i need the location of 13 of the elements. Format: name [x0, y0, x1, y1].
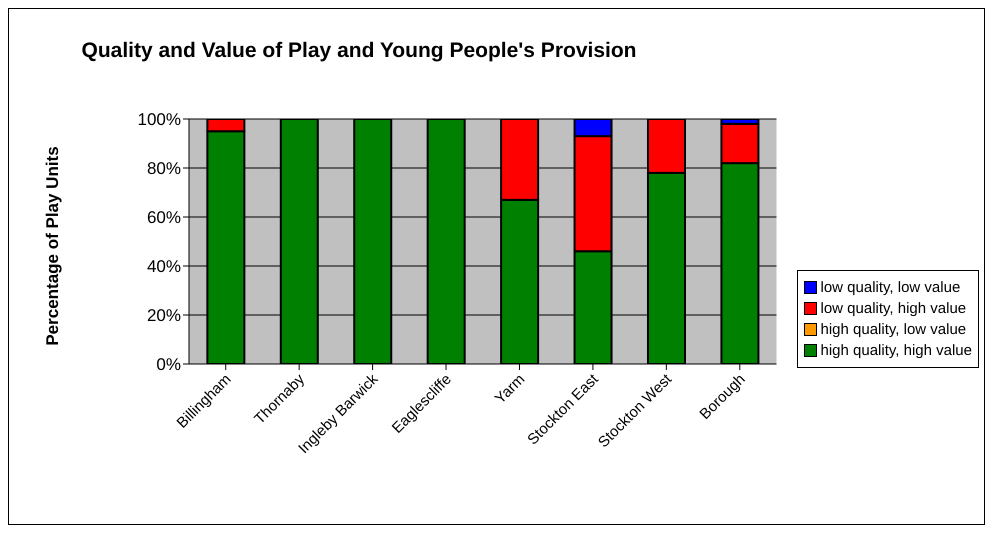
chart-title: Quality and Value of Play and Young People's Provision	[80, 39, 638, 63]
y-tick-label: 60%	[146, 208, 181, 228]
legend-label: high quality, high value	[820, 342, 972, 359]
legend-label: low quality, high value	[820, 300, 966, 317]
x-tick-label: Yarm	[492, 370, 528, 408]
y-tick-label: 80%	[146, 159, 181, 178]
y-tick-label: 20%	[146, 306, 181, 326]
legend-label: low quality, low value	[820, 279, 960, 296]
y-axis-title: Percentage of Play Units	[43, 146, 63, 346]
y-tick-label: 0%	[156, 355, 181, 374]
y-tick-label: 40%	[146, 257, 181, 276]
legend-label: high quality, low value	[820, 321, 966, 338]
y-tick-label: 100%	[138, 110, 181, 130]
